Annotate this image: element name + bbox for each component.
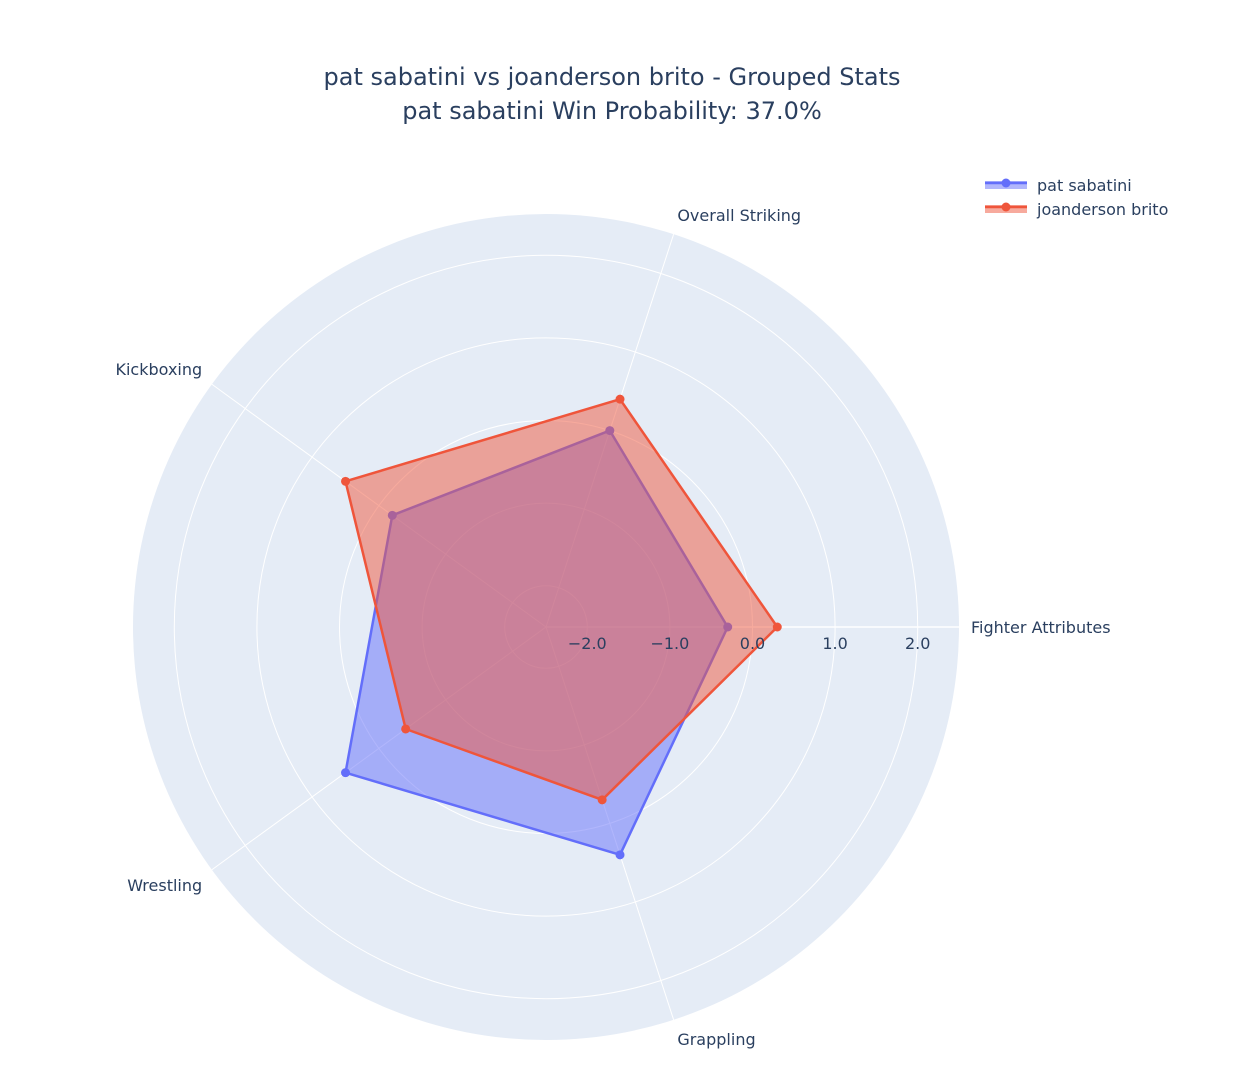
- chart-subtitle: pat sabatini Win Probability: 37.0%: [402, 97, 822, 125]
- chart-title: pat sabatini vs joanderson brito - Group…: [0, 60, 1224, 128]
- data-point-0-3: [341, 768, 351, 778]
- data-point-1-3: [401, 724, 411, 734]
- legend-swatch-series-1: [983, 199, 1029, 219]
- category-label-0: Fighter Attributes: [971, 618, 1111, 637]
- category-label-2: Kickboxing: [115, 360, 202, 379]
- legend-swatch-svg-1: [985, 202, 1027, 213]
- data-point-1-1: [615, 394, 625, 404]
- legend-swatch-marker-1: [1001, 202, 1011, 212]
- series-area-1: [344, 397, 779, 802]
- radial-tick-label-1: −1.0: [650, 634, 689, 653]
- chart-title-line1: pat sabatini vs joanderson brito - Group…: [323, 63, 901, 91]
- category-label-3: Wrestling: [127, 876, 202, 895]
- legend-swatch-marker-0: [1001, 178, 1011, 188]
- radial-tick-label-3: 1.0: [822, 634, 847, 653]
- legend-item-series-0[interactable]: pat sabatini: [983, 173, 1168, 197]
- radial-tick-label-0: −2.0: [568, 634, 607, 653]
- legend-label-series-1: joanderson brito: [1037, 199, 1169, 219]
- radial-tick-label-4: 2.0: [905, 634, 930, 653]
- legend-label-series-0: pat sabatini: [1037, 175, 1132, 195]
- legend-item-series-1[interactable]: joanderson brito: [983, 197, 1168, 221]
- legend: pat sabatini joanderson brito: [983, 173, 1168, 221]
- data-point-1-0: [772, 622, 782, 632]
- legend-swatch-series-0: [983, 175, 1029, 195]
- data-point-1-2: [341, 476, 351, 486]
- radial-tick-label-2: 0.0: [740, 634, 765, 653]
- category-label-4: Grappling: [677, 1030, 755, 1049]
- data-point-1-4: [597, 795, 607, 805]
- category-label-1: Overall Striking: [677, 206, 801, 225]
- data-point-0-4: [615, 850, 625, 860]
- legend-swatch-svg-0: [985, 178, 1027, 189]
